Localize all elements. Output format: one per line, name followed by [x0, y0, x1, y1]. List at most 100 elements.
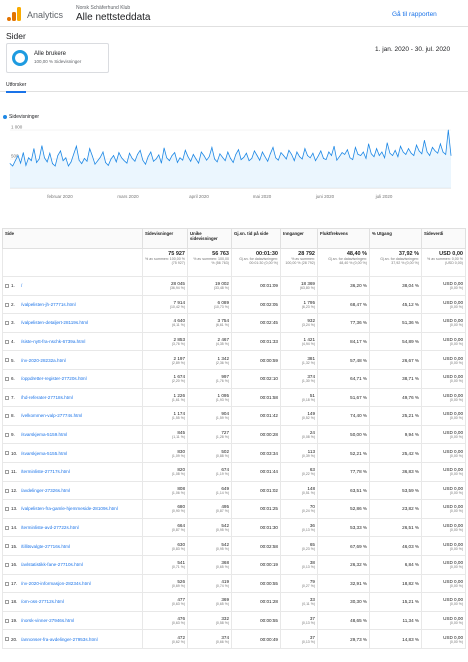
- row-checkbox[interactable]: [5, 525, 9, 530]
- data-point: [301, 158, 303, 160]
- page-link[interactable]: /nv-2020-informasjon-28234s.html: [21, 580, 91, 586]
- segment-card[interactable]: Alle brukere 100,00 % Sidevisninger: [6, 43, 109, 73]
- page-link[interactable]: /avlstatistikk-fane-27710s.html: [21, 562, 83, 568]
- page-link[interactable]: /valpelisten-jh-27771s.html: [21, 301, 76, 307]
- entrances-cell-percent: (0,13 %): [301, 565, 315, 570]
- column-header[interactable]: Fluktfrekvens: [317, 228, 370, 249]
- page-link[interactable]: /svarskjema-5159.html: [21, 432, 68, 438]
- pageviews-cell: 526 (0,69 %): [142, 573, 188, 594]
- entrances-cell-value: 374: [307, 374, 315, 380]
- page-link[interactable]: /: [21, 283, 23, 289]
- table-row: 19./norsk-vinner-27946s.html 476 (0,63 %) 3…: [2, 610, 466, 631]
- data-point: [447, 129, 449, 131]
- data-point: [418, 150, 420, 152]
- column-header[interactable]: % Utgang: [369, 228, 422, 249]
- row-checkbox[interactable]: [5, 377, 9, 382]
- column-header[interactable]: Gj.sn. tid på side: [231, 228, 281, 249]
- column-header[interactable]: Innganger: [280, 228, 318, 249]
- row-checkbox[interactable]: [5, 470, 9, 475]
- page-link[interactable]: /avdelinger-27326s.html: [21, 487, 71, 493]
- pageviews-cell-value: 2 197: [173, 355, 186, 361]
- page-cell: 3. /valpelisten-detaljert-28119s.html: [2, 313, 143, 333]
- data-point: [206, 159, 207, 161]
- page-link[interactable]: /om-oss-27712s.html: [21, 599, 64, 605]
- page-link[interactable]: /siste-nytt-fra-nschk-6739a.html: [21, 339, 86, 345]
- column-header[interactable]: Unike sidevisninger: [187, 228, 232, 249]
- pageviews-cell-value: 830: [177, 448, 185, 454]
- unique-pageviews-cell-percent: (1,59 %): [215, 416, 229, 421]
- data-point: [166, 157, 168, 159]
- entrances-cell-percent: (1,32 %): [301, 360, 315, 365]
- row-checkbox[interactable]: [5, 302, 9, 307]
- data-point: [347, 149, 348, 151]
- page-value-cell-value: USD 0,00: [443, 430, 463, 436]
- page-cell: 10./svarskjema-5155.html: [2, 443, 143, 463]
- data-point: [137, 154, 138, 155]
- page-link[interactable]: /valpelisten-fra-gamle-hjemmeside-28109s…: [21, 506, 118, 512]
- row-checkbox[interactable]: [5, 414, 9, 419]
- data-point: [421, 153, 423, 155]
- bounce-rate-cell: 67,69 %: [317, 536, 370, 556]
- chart-legend: Sidevisninger: [3, 114, 39, 120]
- data-point: [230, 158, 231, 159]
- bounce-rate-cell-value: 67,69 %: [350, 543, 367, 549]
- row-checkbox[interactable]: [5, 284, 9, 289]
- row-checkbox[interactable]: [5, 544, 9, 549]
- page-link[interactable]: /valpelisten-detaljert-28119s.html: [21, 320, 89, 326]
- exit-cell: 51,36 %: [369, 313, 422, 333]
- row-index: 18.: [11, 599, 18, 605]
- data-point: [240, 159, 242, 160]
- row-checkbox[interactable]: [5, 339, 9, 344]
- page-link[interactable]: /velkommen-valp-27774s.html: [21, 413, 83, 419]
- data-point: [121, 157, 122, 159]
- unique-pageviews-cell: 19 002 (33,48 %): [187, 276, 232, 296]
- page-link[interactable]: /terminliste-27717s.html: [21, 469, 70, 475]
- row-checkbox[interactable]: [5, 395, 9, 400]
- row-checkbox[interactable]: [5, 507, 9, 512]
- page-cell: 20./annonser-fra-avdelinger-27953s.html: [2, 629, 143, 649]
- entrances-cell: 51 (0,18 %): [280, 387, 318, 408]
- row-checkbox[interactable]: [5, 321, 9, 326]
- row-checkbox[interactable]: [5, 358, 9, 363]
- page-link[interactable]: /norsk-vinner-27946s.html: [21, 617, 75, 623]
- page-link[interactable]: /terminliste-avd-27722s.html: [21, 525, 79, 531]
- row-checkbox[interactable]: [5, 562, 9, 567]
- unique-pageviews-cell-percent: (1,19 %): [215, 472, 229, 477]
- avg-time-cell: 00:00:28: [231, 424, 281, 445]
- segment-donut-icon: [12, 50, 28, 66]
- go-to-report-link[interactable]: Gå til rapporten: [392, 11, 437, 18]
- page-cell: 15./tillitsvalgte-27716s.html: [2, 536, 143, 556]
- pageviews-cell: 476 (0,63 %): [142, 610, 188, 631]
- unique-pageviews-cell: 6 089 (10,73 %): [187, 294, 232, 315]
- row-index: 4.: [11, 339, 15, 345]
- row-checkbox[interactable]: [5, 488, 9, 493]
- exit-cell: 36,83 %: [369, 461, 422, 482]
- page-link[interactable]: /svarskjema-5155.html: [21, 450, 68, 456]
- row-checkbox[interactable]: [5, 600, 9, 605]
- property-name[interactable]: Alle nettsteddata: [76, 12, 151, 23]
- page-link[interactable]: /nv-2020-28232a.html: [21, 357, 66, 363]
- entrances-cell-value: 70: [309, 504, 315, 510]
- column-header[interactable]: Sidevisninger: [142, 228, 188, 249]
- page-value-cell-percent: (0,00 %): [449, 453, 463, 458]
- analytics-logo-icon[interactable]: [6, 6, 22, 22]
- page-link[interactable]: /oppdretter-register-27720s.html: [21, 376, 87, 382]
- row-checkbox[interactable]: [5, 581, 9, 586]
- column-header[interactable]: Side: [2, 228, 143, 249]
- data-point: [115, 161, 117, 163]
- table-row: 8. /velkommen-valp-27774s.html 1 174 (1,55 …: [2, 406, 466, 426]
- page-value-cell-percent: (0,00 %): [449, 304, 463, 309]
- tab-explorer[interactable]: Utforsker: [6, 82, 27, 93]
- account-name[interactable]: Norsk Schäferhund Klub: [76, 5, 131, 11]
- page-link[interactable]: /annonser-fra-avdelinger-27953s.html: [21, 636, 98, 642]
- row-checkbox[interactable]: [5, 637, 9, 642]
- data-point: [376, 148, 377, 149]
- row-checkbox[interactable]: [5, 451, 9, 456]
- column-header[interactable]: Sideverdi: [421, 228, 466, 249]
- row-checkbox[interactable]: [5, 618, 9, 623]
- page-link[interactable]: /hd-referater-27718s.html: [21, 394, 73, 400]
- date-range-picker[interactable]: 1. jan. 2020 - 30. jul. 2020: [375, 46, 451, 53]
- pageviews-cell-percent: (0,87 %): [171, 528, 185, 533]
- page-link[interactable]: /tillitsvalgte-27716s.html: [21, 543, 71, 549]
- row-checkbox[interactable]: [5, 432, 9, 437]
